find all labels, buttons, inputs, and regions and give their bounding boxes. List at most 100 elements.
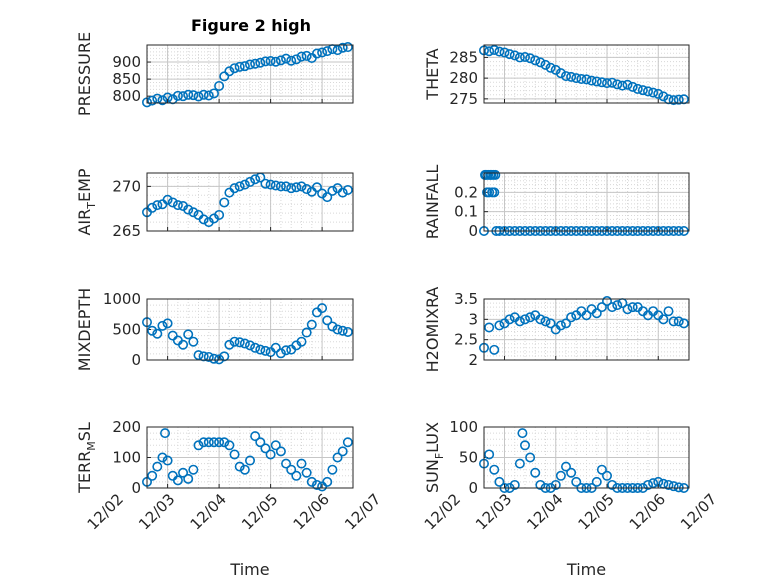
- data-point: [250, 342, 261, 353]
- data-point: [504, 49, 515, 60]
- data-point: [198, 214, 209, 225]
- data-point: [286, 55, 297, 66]
- x-tick-label: 12/03: [135, 490, 178, 533]
- data-point: [327, 464, 338, 475]
- panel-air_temp: 265 270 AIRTEMP: [75, 168, 354, 240]
- data-point: [591, 476, 602, 487]
- data-point: [301, 467, 312, 478]
- axes-box: [483, 426, 690, 489]
- data-point: [322, 315, 333, 326]
- data-point: [198, 89, 209, 100]
- y-tick-label: 2: [468, 351, 478, 369]
- data-point: [550, 479, 561, 490]
- axes-box: [146, 298, 354, 361]
- data-point: [193, 440, 204, 451]
- data-point: [281, 181, 292, 192]
- data-point: [612, 300, 623, 311]
- data-point: [607, 77, 618, 88]
- data-point: [504, 314, 515, 325]
- data-point: [260, 56, 271, 67]
- x-axis-label: Time: [566, 560, 606, 579]
- data-point: [296, 181, 307, 192]
- data-point: [260, 345, 271, 356]
- data-point: [152, 93, 163, 104]
- data-point: [147, 95, 158, 106]
- panel-mixdepth: 0 500 1000 MIXDEPTH: [75, 288, 354, 371]
- data-point: [255, 344, 266, 355]
- data-point: [214, 437, 225, 448]
- data-point: [555, 470, 566, 481]
- data-point: [291, 182, 302, 193]
- data-point: [525, 53, 536, 64]
- data-point: [494, 46, 505, 57]
- data-point: [581, 74, 592, 85]
- data-point: [178, 339, 189, 350]
- data-point: [566, 71, 577, 82]
- axes-box: [146, 44, 354, 104]
- data-point: [484, 46, 495, 57]
- data-point: [509, 479, 520, 490]
- data-point: [490, 169, 501, 180]
- data-point: [586, 75, 597, 86]
- data-point: [617, 80, 628, 91]
- data-point: [509, 50, 520, 61]
- data-point: [255, 57, 266, 68]
- data-point: [167, 470, 178, 481]
- x-tick-label: 12/04: [187, 490, 230, 533]
- data-point: [301, 327, 312, 338]
- data-point: [239, 61, 250, 72]
- data-point: [317, 47, 328, 58]
- data-point: [160, 428, 171, 439]
- data-point: [245, 59, 256, 70]
- data-point: [234, 337, 245, 348]
- data-point: [540, 59, 551, 70]
- data-point: [642, 479, 653, 490]
- data-point: [281, 345, 292, 356]
- data-point: [178, 467, 189, 478]
- data-point: [484, 322, 495, 333]
- data-point: [668, 481, 679, 492]
- y-tick-label: 265: [112, 222, 141, 240]
- y-tick-label: 275: [449, 90, 478, 108]
- data-point: [296, 458, 307, 469]
- data-point: [157, 452, 168, 463]
- data-point: [229, 449, 240, 460]
- data-point: [484, 187, 495, 198]
- data-point: [517, 428, 528, 439]
- data-point: [172, 475, 183, 486]
- data-point: [147, 325, 158, 336]
- data-point: [519, 52, 530, 63]
- y-tick-label: 1000: [103, 290, 141, 308]
- data-point: [342, 326, 353, 337]
- y-axis-label: AIRTEMP: [75, 168, 98, 235]
- data-point: [514, 316, 525, 327]
- data-point: [311, 479, 322, 490]
- data-point: [224, 339, 235, 350]
- data-point: [484, 449, 495, 460]
- data-point: [560, 318, 571, 329]
- data-point: [571, 476, 582, 487]
- data-point: [540, 316, 551, 327]
- data-point: [494, 476, 505, 487]
- y-tick-label: 0: [131, 351, 141, 369]
- data-point: [229, 183, 240, 194]
- data-point: [658, 314, 669, 325]
- data-point: [514, 458, 525, 469]
- data-point: [275, 55, 286, 66]
- data-point: [157, 95, 168, 106]
- x-tick-label: 12/05: [238, 490, 281, 533]
- data-point: [296, 51, 307, 62]
- data-point: [239, 179, 250, 190]
- y-tick-label: 0: [468, 222, 478, 240]
- y-tick-label: 280: [449, 69, 478, 87]
- data-point: [250, 174, 261, 185]
- data-point: [642, 86, 653, 97]
- y-tick-label: 0.1: [454, 203, 478, 221]
- data-point: [208, 88, 219, 99]
- data-point: [198, 351, 209, 362]
- data-point: [622, 304, 633, 315]
- y-axis-label: SUNFLUX: [423, 422, 446, 493]
